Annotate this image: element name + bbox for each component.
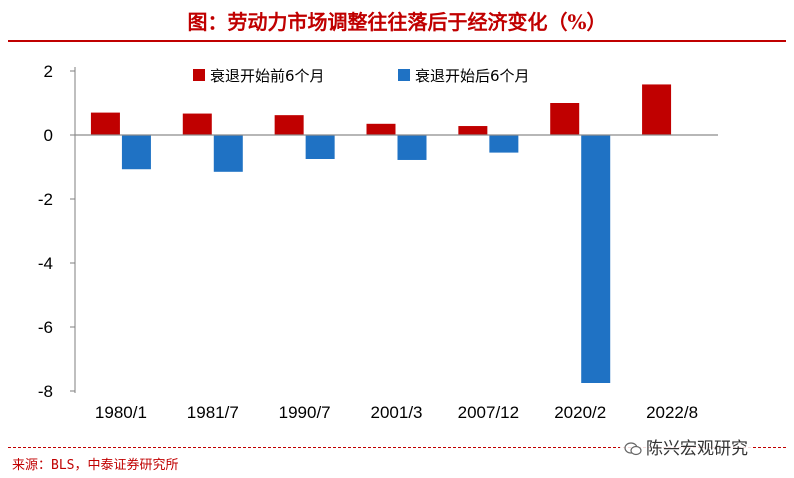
bar-after-5 xyxy=(581,135,611,383)
x-tick-label: 2022/8 xyxy=(646,403,698,422)
bar-before-6 xyxy=(642,84,672,135)
bar-before-3 xyxy=(366,123,396,135)
bar-before-1 xyxy=(182,113,212,135)
bar-before-0 xyxy=(90,112,120,135)
x-tick-label: 1981/7 xyxy=(187,403,239,422)
y-tick-label: -2 xyxy=(38,190,53,209)
bar-after-1 xyxy=(213,135,243,172)
source-note: 来源：BLS，中泰证券研究所 xyxy=(12,458,179,473)
title-underline xyxy=(8,40,786,42)
bar-after-2 xyxy=(305,135,335,159)
wechat-icon xyxy=(624,442,642,456)
x-tick-label: 2020/2 xyxy=(554,403,606,422)
y-tick-label: -4 xyxy=(38,254,53,273)
legend-label-1: 衰退开始后6个月 xyxy=(415,67,530,85)
bar-before-5 xyxy=(550,103,580,135)
legend-label-0: 衰退开始前6个月 xyxy=(210,67,325,85)
x-tick-label: 1990/7 xyxy=(279,403,331,422)
legend-swatch-0 xyxy=(193,69,205,81)
x-tick-label: 2001/3 xyxy=(371,403,423,422)
x-tick-label: 2007/12 xyxy=(458,403,519,422)
watermark-text: 陈兴宏观研究 xyxy=(646,439,748,459)
bar-after-0 xyxy=(121,135,151,170)
y-tick-label: 2 xyxy=(44,62,53,81)
y-tick-label: -6 xyxy=(38,318,53,337)
bar-after-4 xyxy=(489,135,519,153)
x-tick-label: 1980/1 xyxy=(95,403,147,422)
legend-swatch-1 xyxy=(398,69,410,81)
footer-divider xyxy=(8,447,786,448)
y-tick-label: -8 xyxy=(38,382,53,401)
bar-after-3 xyxy=(397,135,427,160)
bar-before-4 xyxy=(458,126,488,135)
chart-title: 图：劳动力市场调整往往落后于经济变化（%） xyxy=(187,10,607,34)
bar-before-2 xyxy=(274,115,304,135)
watermark: 陈兴宏观研究 xyxy=(620,434,752,459)
bar-chart: 2 0 -2 -4 -6 -8 1980/1 1981/7 1990/7 2001/3 2007/1… xyxy=(38,62,718,422)
y-tick-label: 0 xyxy=(44,126,53,145)
title-bar: 图：劳动力市场调整往往落后于经济变化（%） xyxy=(0,0,794,44)
